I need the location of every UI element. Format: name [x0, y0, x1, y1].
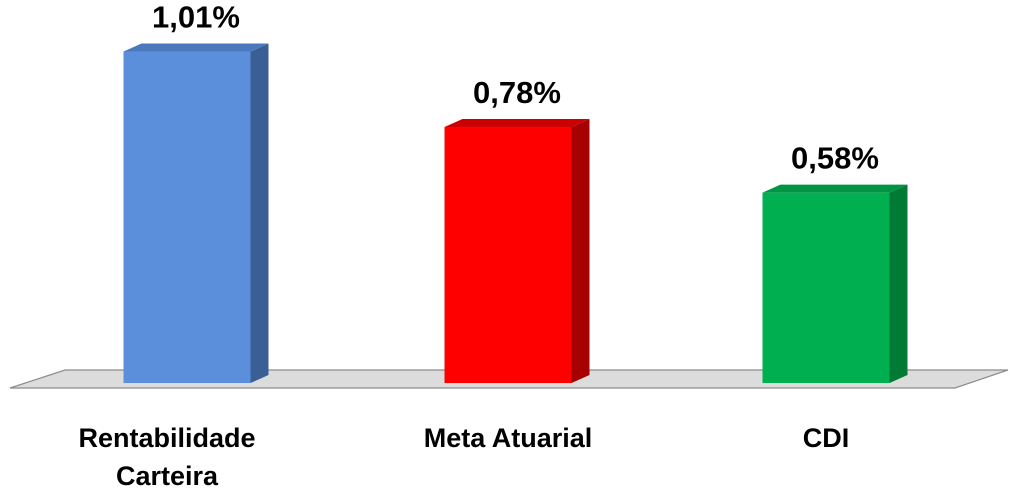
- bars-group: [123, 43, 908, 383]
- bar-front: [762, 192, 890, 383]
- bar: [123, 43, 269, 383]
- bar-side: [889, 184, 908, 383]
- data-label: 0,78%: [473, 75, 561, 110]
- bar-top: [444, 119, 590, 128]
- bar: [762, 184, 908, 383]
- category-label: Carteira: [116, 461, 219, 488]
- data-label: 0,58%: [791, 141, 879, 176]
- bar: [444, 119, 590, 383]
- bar-front: [444, 127, 572, 383]
- category-label: CDI: [803, 423, 850, 453]
- category-label: Meta Atuarial: [424, 423, 593, 453]
- data-label: 1,01%: [152, 0, 240, 35]
- bar-front: [123, 51, 251, 383]
- bar-side: [250, 43, 269, 383]
- bar-top: [762, 184, 908, 193]
- bar-side: [571, 119, 590, 383]
- bar-top: [123, 43, 269, 52]
- category-label: Rentabilidade: [78, 423, 255, 453]
- labels-group: 1,01% Rentabilidade Carteira 0,78% Meta Atua…: [78, 0, 879, 491]
